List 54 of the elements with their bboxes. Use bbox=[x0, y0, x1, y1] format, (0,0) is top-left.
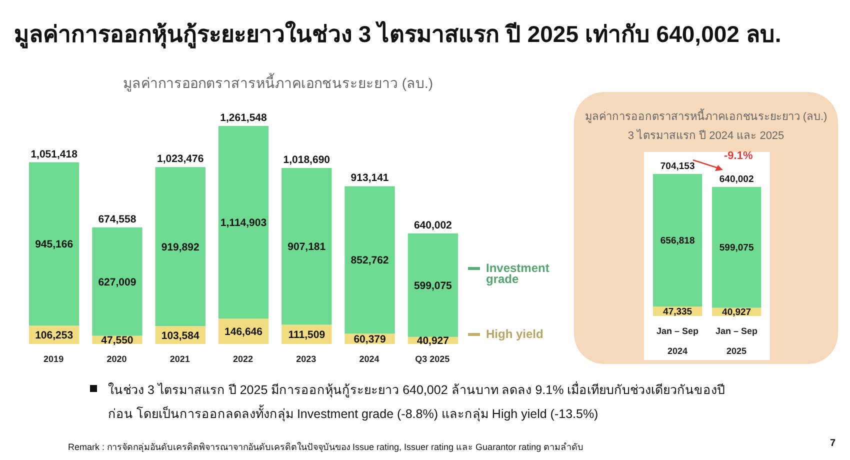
data-label: 1,114,903 bbox=[220, 217, 267, 230]
total-label: 1,018,690 bbox=[283, 154, 330, 166]
total-label: 1,261,548 bbox=[220, 112, 268, 124]
bar bbox=[92, 227, 142, 336]
bar bbox=[408, 233, 458, 337]
total-label: 1,051,418 bbox=[30, 148, 78, 160]
chart-subtitle: มูลค่าการออกตราสารหนี้ภาคเอกชนระยะยาว (ลบ.) bbox=[122, 72, 434, 94]
bar bbox=[653, 174, 702, 306]
data-label: 103,584 bbox=[161, 330, 200, 342]
bar bbox=[29, 162, 80, 326]
bar bbox=[282, 168, 332, 325]
x-tick-label: Jan – Sep 2025 bbox=[715, 326, 758, 356]
total-label: 704,153 bbox=[660, 161, 695, 172]
x-tick-label: 2019 bbox=[44, 354, 64, 364]
x-tick-label: 2023 bbox=[296, 354, 316, 364]
x-tick-label: 2021 bbox=[170, 354, 190, 364]
data-label: 47,550 bbox=[101, 334, 134, 347]
total-label: 640,002 bbox=[719, 174, 754, 185]
chart-title: มูลค่าการออกหุ้นกู้ระยะยาวในช่วง 3 ไตรมาสแรก ปี 2025 เท่ากับ 640,002 ลบ. bbox=[14, 20, 782, 50]
chart-title: มูลค่าการออกตราสารหนี้ภาคเอกชนระยะยาว (ลบ.) bbox=[584, 108, 828, 125]
total-label: 674,558 bbox=[98, 213, 136, 226]
total-label: 640,002 bbox=[414, 219, 452, 232]
data-label: 146,646 bbox=[224, 326, 263, 338]
x-tick-label: Q3 2025 bbox=[415, 354, 450, 364]
x-tick-label: 2022 bbox=[232, 354, 254, 364]
data-label: 919,892 bbox=[161, 241, 200, 254]
data-label: 945,166 bbox=[35, 238, 74, 251]
text: 7 bbox=[830, 438, 836, 449]
data-label: 60,379 bbox=[354, 334, 386, 346]
legend-label: Investment grade bbox=[486, 261, 550, 286]
text: Remark : การจัดกลุ่มอันดับเครดิตพิจารณาจากอันดับเครดิตในปัจจุบันของ Issue rating, Issuer rating และ Guarantor rating ตามลำดับ bbox=[68, 440, 584, 454]
data-label: 907,181 bbox=[288, 241, 326, 254]
data-label: 656,818 bbox=[660, 236, 695, 247]
data-label: 47,335 bbox=[663, 306, 693, 318]
x-tick-label: 2020 bbox=[106, 354, 127, 364]
bar bbox=[155, 167, 206, 326]
data-label: 40,927 bbox=[722, 307, 752, 318]
bar bbox=[344, 186, 395, 334]
x-tick-label: Jan – Sep 2024 bbox=[656, 326, 700, 356]
total-label: 1,023,476 bbox=[157, 153, 204, 166]
x-tick-label: 2024 bbox=[359, 354, 380, 364]
data-label: 599,075 bbox=[414, 280, 452, 292]
data-label: 627,009 bbox=[98, 276, 136, 288]
total-label: 913,141 bbox=[350, 172, 389, 184]
text: ในช่วง 3 ไตรมาสแรก ปี 2025 มีการออกหุ้นกู้ระยะยาว 640,002 ล้านบาท ลดลง 9.1% เมื่อเทียบกับช่วงเดียวกันของปีก่อน โดยเป็นการออกลดลงทั้งกลุ่ม Investment grade (-8.8%) และกลุ่ม High yield (-13.5%) bbox=[108, 380, 726, 424]
data-label: 111,509 bbox=[288, 329, 326, 342]
text: -9.1% bbox=[724, 150, 753, 162]
chart-subtitle: 3 ไตรมาสแรก ปี 2024 และ 2025 bbox=[626, 128, 786, 144]
bar bbox=[218, 126, 269, 319]
data-label: 106,253 bbox=[35, 330, 74, 342]
data-label: 852,762 bbox=[350, 254, 389, 267]
data-label: 599,075 bbox=[719, 242, 754, 254]
bar bbox=[712, 186, 762, 308]
legend-label: High yield bbox=[486, 327, 544, 341]
